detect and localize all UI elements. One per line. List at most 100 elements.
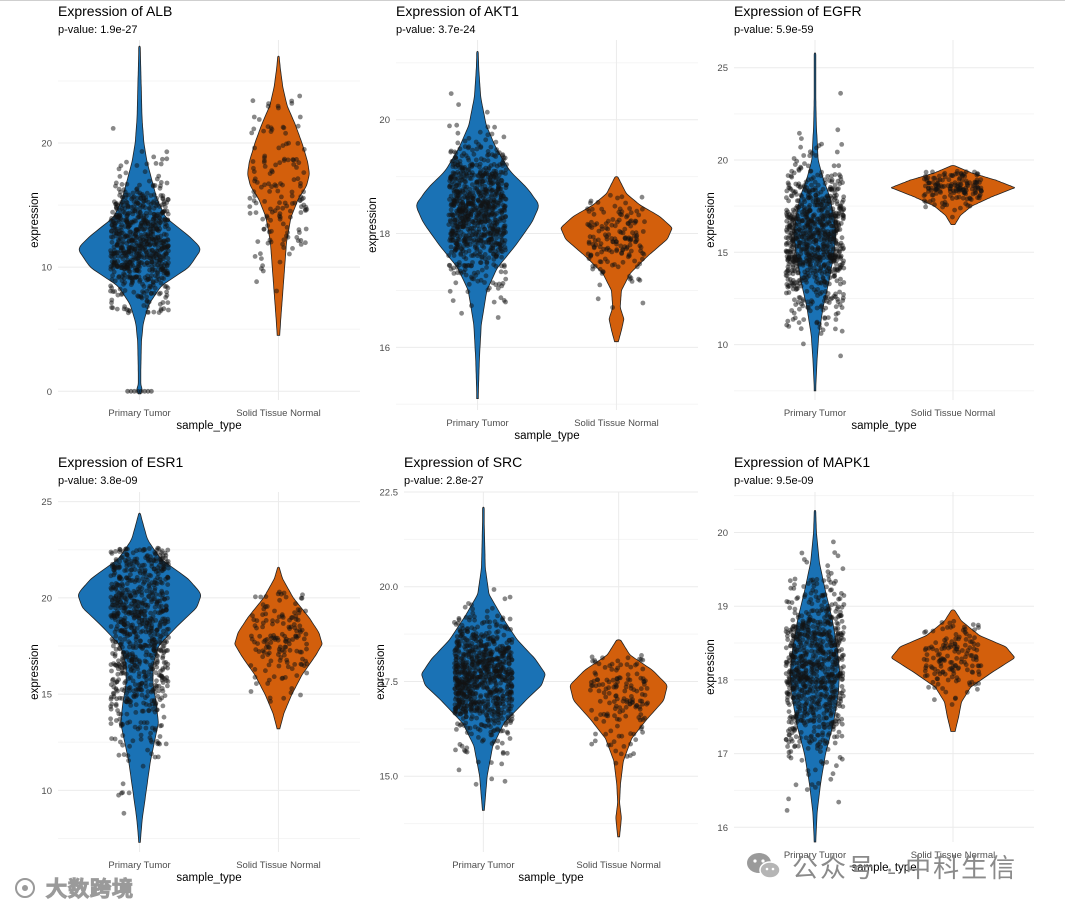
data-point bbox=[455, 678, 461, 684]
data-point bbox=[255, 239, 261, 245]
data-point bbox=[493, 139, 499, 145]
data-point bbox=[155, 545, 161, 551]
data-point bbox=[448, 174, 454, 180]
data-point bbox=[160, 209, 166, 215]
data-point bbox=[954, 171, 960, 176]
data-point bbox=[472, 617, 477, 623]
data-point bbox=[126, 192, 131, 198]
data-point bbox=[122, 665, 128, 671]
data-point bbox=[469, 225, 475, 231]
data-point bbox=[458, 633, 464, 638]
data-point bbox=[810, 246, 815, 252]
data-point bbox=[136, 214, 142, 220]
data-point bbox=[952, 207, 957, 213]
data-point bbox=[129, 280, 135, 286]
data-point bbox=[267, 171, 273, 177]
gridlines bbox=[58, 40, 360, 400]
data-point bbox=[265, 103, 271, 109]
data-point bbox=[284, 225, 290, 230]
data-point bbox=[250, 159, 256, 164]
data-point bbox=[592, 658, 598, 663]
data-point bbox=[792, 606, 798, 612]
data-point bbox=[807, 153, 813, 159]
data-point bbox=[275, 188, 281, 194]
data-point bbox=[112, 565, 118, 571]
data-point bbox=[787, 259, 793, 265]
data-point bbox=[634, 234, 639, 240]
y-axis-label: expression bbox=[375, 644, 387, 700]
data-point bbox=[817, 216, 823, 221]
data-point bbox=[475, 215, 480, 221]
data-point bbox=[503, 299, 508, 305]
data-point bbox=[837, 289, 842, 295]
y-tick-label: 15 bbox=[41, 690, 52, 701]
data-point bbox=[253, 210, 259, 216]
data-point bbox=[462, 190, 467, 196]
data-point bbox=[455, 130, 461, 136]
data-point bbox=[459, 153, 465, 159]
data-point bbox=[114, 306, 120, 312]
data-point bbox=[609, 249, 615, 255]
data-point bbox=[478, 260, 484, 265]
data-point bbox=[252, 254, 258, 259]
data-point bbox=[289, 193, 295, 199]
data-point bbox=[942, 194, 947, 200]
data-point bbox=[494, 634, 500, 640]
data-point bbox=[826, 253, 832, 259]
data-point bbox=[585, 206, 590, 212]
data-point bbox=[642, 715, 647, 721]
data-point bbox=[453, 247, 458, 253]
data-point bbox=[161, 714, 167, 720]
violin-shape bbox=[891, 165, 1015, 225]
data-point bbox=[301, 189, 306, 195]
data-point bbox=[276, 663, 282, 669]
data-point bbox=[114, 250, 120, 256]
data-point bbox=[825, 209, 831, 215]
data-point bbox=[260, 624, 265, 630]
data-point bbox=[815, 182, 821, 188]
data-point bbox=[113, 639, 118, 645]
data-point bbox=[465, 145, 471, 151]
data-point bbox=[481, 167, 487, 173]
data-point bbox=[824, 242, 830, 248]
data-point bbox=[117, 213, 123, 219]
data-point bbox=[149, 273, 154, 278]
data-point bbox=[129, 578, 135, 583]
data-point bbox=[790, 271, 796, 277]
data-point bbox=[950, 196, 955, 201]
data-point bbox=[507, 637, 512, 643]
y-axis-label: expression bbox=[29, 644, 41, 700]
data-point bbox=[504, 750, 510, 756]
data-point bbox=[617, 705, 623, 710]
data-point bbox=[801, 197, 807, 202]
data-point bbox=[500, 696, 506, 702]
data-point bbox=[108, 605, 114, 610]
data-point bbox=[288, 690, 294, 696]
data-point bbox=[162, 596, 168, 602]
data-point bbox=[470, 182, 475, 188]
data-point bbox=[162, 224, 168, 230]
data-point bbox=[124, 596, 129, 602]
data-point bbox=[287, 251, 292, 257]
data-point bbox=[448, 91, 454, 96]
data-point bbox=[156, 598, 161, 604]
data-point bbox=[165, 582, 171, 587]
data-point bbox=[262, 158, 267, 164]
y-tick-label: 10 bbox=[717, 340, 728, 351]
data-point bbox=[627, 206, 632, 211]
data-point bbox=[637, 243, 643, 249]
data-point bbox=[588, 687, 593, 693]
data-point bbox=[490, 180, 496, 185]
data-point bbox=[280, 124, 286, 130]
data-point bbox=[295, 176, 301, 182]
data-point bbox=[485, 717, 490, 723]
data-point bbox=[264, 213, 270, 219]
data-point bbox=[458, 221, 464, 226]
data-point bbox=[275, 205, 281, 211]
y-axis-label: expression bbox=[705, 639, 717, 695]
data-point bbox=[452, 686, 458, 692]
data-point bbox=[112, 289, 118, 294]
data-point bbox=[489, 131, 495, 137]
data-point bbox=[133, 201, 139, 207]
data-point bbox=[492, 720, 497, 726]
